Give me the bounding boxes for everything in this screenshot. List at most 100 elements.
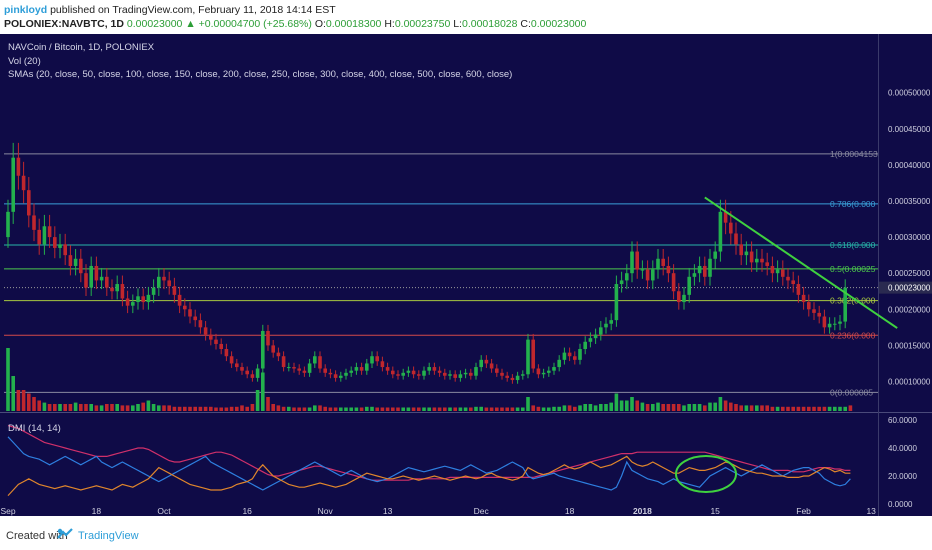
candle-body	[739, 244, 743, 256]
author-link[interactable]: pinkloyd	[4, 4, 48, 16]
volume-bar	[443, 407, 447, 411]
candle-body	[63, 244, 67, 256]
candle-body	[531, 339, 535, 369]
candle-body	[682, 294, 686, 303]
candle-body	[458, 374, 463, 378]
price-axis-label: 0.00035000	[888, 197, 931, 206]
volume-bar	[796, 406, 801, 411]
volume-bar	[474, 406, 478, 411]
candle-body	[375, 356, 379, 362]
candle-body	[432, 367, 437, 371]
candle-body	[255, 368, 260, 378]
volume-bar	[775, 406, 780, 411]
chart-area[interactable]: 0.00050000 0.00045000 0.00040000 0.00035000…	[0, 34, 932, 516]
candle-body	[713, 251, 717, 259]
candle-body	[157, 276, 161, 288]
candle-body	[807, 302, 811, 310]
volume-bar	[292, 407, 296, 411]
candle-body	[703, 265, 707, 277]
volume-bar	[630, 397, 634, 411]
adx-line	[7, 425, 851, 481]
candle-body	[411, 370, 416, 375]
price-axis-label: 0.00050000	[888, 89, 931, 98]
candle-body	[79, 258, 83, 274]
fib-level-label: 0.5(0.00025	[830, 264, 876, 274]
volume-legend[interactable]: Vol (20)	[8, 56, 41, 67]
candle-body	[770, 265, 775, 274]
price-axis-label: 0.00030000	[888, 233, 931, 242]
volume-bar	[16, 390, 21, 411]
volume-bar	[271, 404, 275, 411]
candle-body	[188, 309, 192, 317]
volume-bar	[744, 405, 749, 411]
volume-bar	[391, 407, 395, 411]
candle-body	[593, 334, 598, 339]
time-axis-label: Nov	[318, 506, 334, 516]
candle-body	[443, 372, 447, 376]
candle-body	[760, 258, 764, 263]
candle-body	[307, 363, 312, 373]
tradingview-brand[interactable]: TradingView	[78, 530, 139, 542]
dmi-axis-label: 20.0000	[888, 472, 917, 481]
volume-bar	[687, 404, 691, 411]
sma-legend[interactable]: SMAs (20, close, 50, close, 100, close, …	[8, 69, 513, 80]
volume-bar	[671, 404, 676, 411]
volume-bar	[848, 405, 853, 411]
volume-bar	[463, 407, 468, 411]
dmi-legend[interactable]: DMI (14, 14)	[8, 423, 61, 434]
volume-bar	[37, 400, 41, 411]
volume-bar	[437, 407, 442, 411]
fib-level-label: 1(0.0004153	[830, 149, 878, 159]
volume-bar	[651, 404, 655, 411]
current-price-label: 0.00023000	[888, 284, 931, 293]
price-axis-label: 0.00025000	[888, 269, 931, 278]
candle-body	[16, 157, 21, 176]
volume-bar	[526, 397, 530, 411]
volume-bar	[141, 402, 145, 411]
volume-bar	[723, 400, 728, 411]
price-axis-label: 0.00010000	[888, 378, 931, 387]
candle-body	[141, 296, 145, 303]
candle-body	[292, 367, 296, 369]
price-axis-label: 0.00040000	[888, 161, 931, 170]
volume-bar	[94, 405, 99, 411]
candle-body	[749, 251, 754, 263]
candle-body	[635, 251, 639, 270]
volume-bar	[188, 406, 192, 411]
candle-body	[567, 352, 572, 357]
volume-bar	[235, 406, 239, 411]
candle-body	[32, 215, 36, 230]
volume-bar	[479, 406, 483, 411]
volume-bar	[609, 402, 613, 411]
close-label: C:	[520, 18, 531, 30]
fib-level-label: 0(0.000085	[830, 387, 873, 397]
chart-canvas[interactable]: 0.00050000 0.00045000 0.00040000 0.00035000…	[0, 34, 932, 516]
candle-body	[167, 280, 171, 287]
candle-body	[671, 273, 676, 292]
candle-body	[781, 269, 785, 277]
candle-body	[365, 363, 369, 371]
volume-bar	[349, 407, 353, 411]
candle-body	[219, 343, 223, 350]
candle-body	[614, 284, 619, 321]
volume-bar	[84, 404, 88, 411]
candle-body	[755, 258, 759, 263]
candle-body	[94, 265, 99, 281]
volume-bar	[411, 407, 416, 411]
candle-body	[661, 258, 665, 266]
volume-bar	[500, 407, 504, 411]
publish-info: published on TradingView.com, February 1…	[50, 4, 336, 16]
candle-body	[323, 368, 327, 373]
trendline	[704, 196, 898, 329]
volume-bar	[375, 407, 379, 411]
volume-bar	[89, 404, 93, 411]
candle-body	[604, 323, 608, 328]
volume-bar	[786, 406, 790, 411]
time-axis-label: 2018	[633, 506, 652, 516]
candle-body	[479, 359, 483, 368]
volume-bar	[677, 404, 681, 411]
volume-bar	[385, 407, 390, 411]
candle-body	[229, 356, 234, 364]
volume-bar	[406, 407, 411, 411]
candle-body	[261, 330, 265, 369]
